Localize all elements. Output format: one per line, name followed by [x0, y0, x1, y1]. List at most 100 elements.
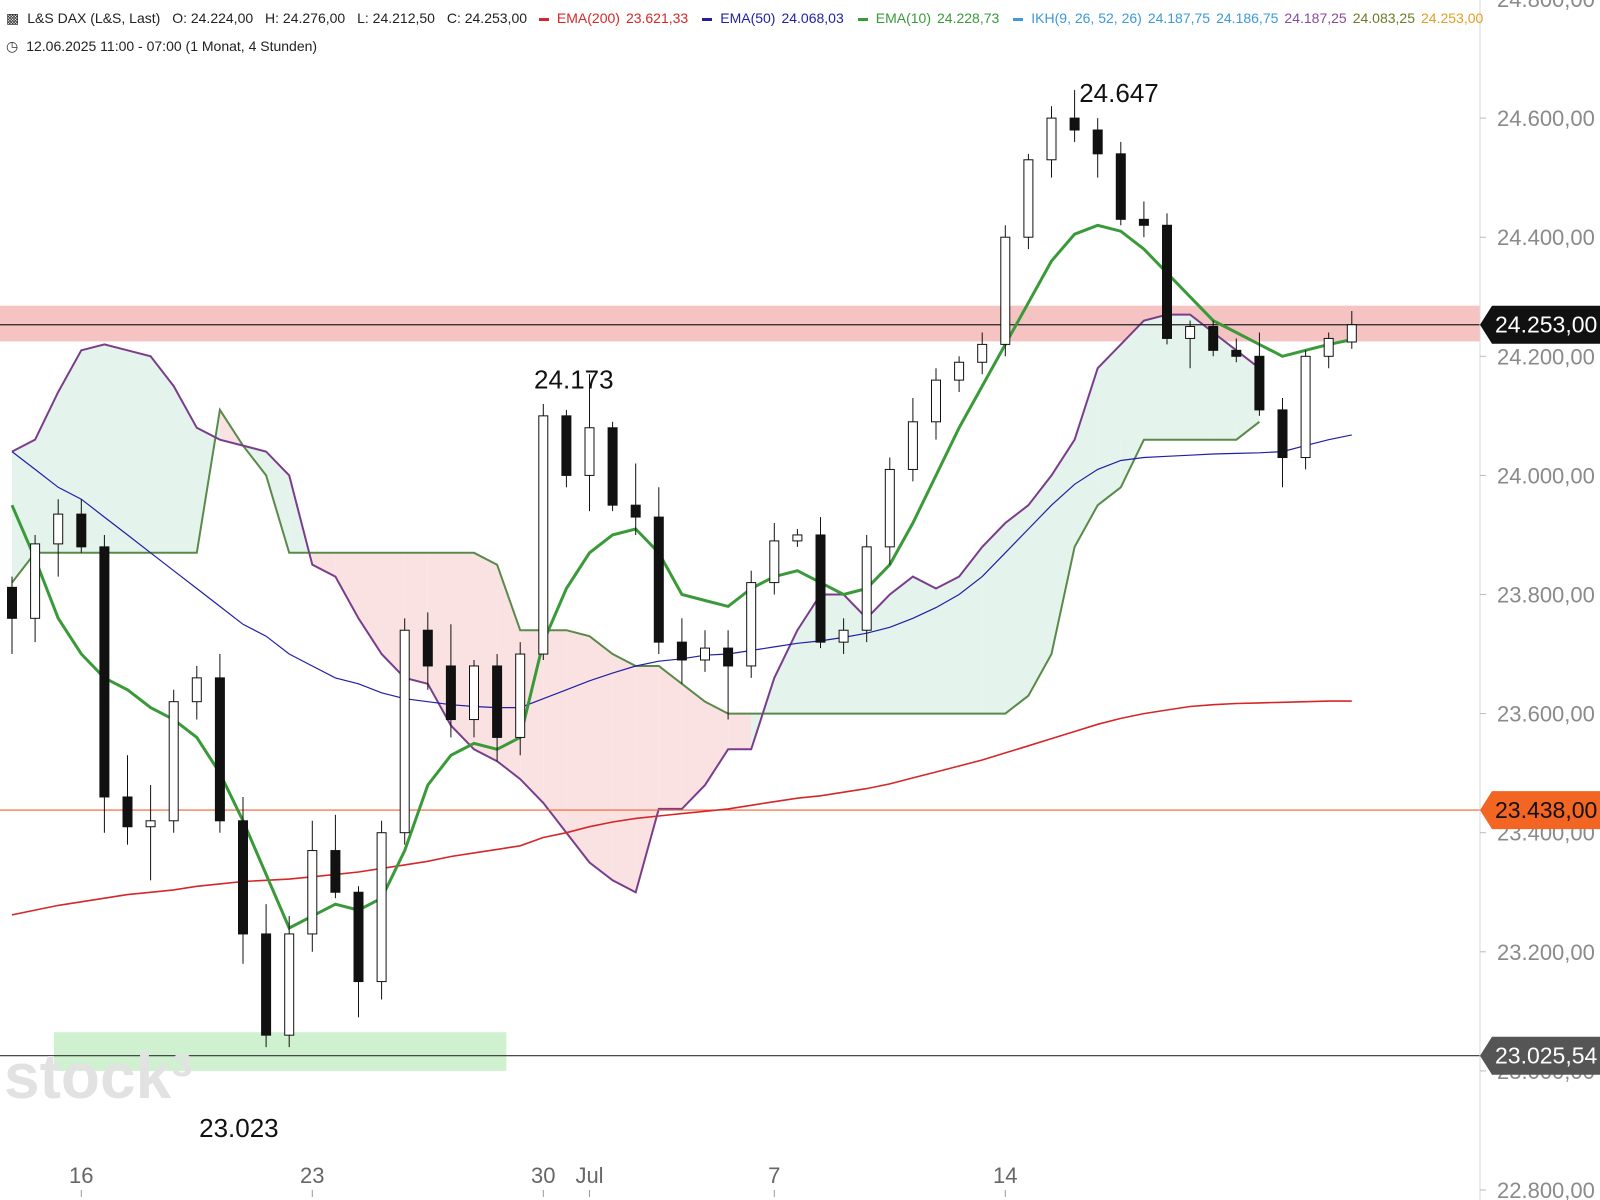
candle[interactable] — [792, 528, 803, 547]
candle[interactable] — [7, 576, 17, 655]
candle[interactable] — [907, 397, 918, 482]
candle[interactable] — [1300, 350, 1311, 470]
candle[interactable] — [607, 421, 618, 512]
x-tick-label: 7 — [768, 1163, 780, 1188]
candle[interactable] — [469, 660, 479, 738]
candle[interactable] — [746, 570, 757, 678]
candle[interactable] — [931, 368, 941, 440]
candle[interactable] — [53, 499, 64, 577]
candle[interactable] — [399, 618, 410, 845]
candle[interactable] — [99, 534, 110, 833]
candlestick-icon: ▩ — [6, 10, 20, 26]
candle[interactable] — [353, 886, 364, 1018]
y-tick-label: 24.200,00 — [1497, 344, 1595, 369]
candle[interactable] — [861, 534, 872, 643]
candle[interactable] — [584, 374, 595, 512]
candle[interactable] — [1069, 90, 1080, 142]
cloud-segment — [1051, 439, 1075, 655]
cloud-segment — [150, 356, 174, 553]
candle[interactable] — [1138, 201, 1149, 238]
y-tick-label: 22.800,00 — [1497, 1178, 1595, 1200]
cloud-segment — [566, 630, 590, 863]
price-badge-label: 24.253,00 — [1495, 312, 1597, 338]
candle-body — [1300, 355, 1311, 459]
ohlc-open: O: 24.224,00 — [172, 10, 254, 26]
cloud-segment — [427, 552, 451, 726]
candle[interactable] — [168, 689, 179, 833]
cloud-segment — [589, 636, 613, 881]
legend-item-3[interactable]: IKH(9, 26, 52, 26) 24.187,75 24.186,75 24.1… — [1013, 10, 1489, 26]
legend-swatch — [857, 17, 868, 21]
candle[interactable] — [515, 642, 526, 756]
candle[interactable] — [1185, 320, 1196, 369]
cloud-segment — [635, 665, 659, 893]
cloud-segment — [843, 594, 867, 714]
candle[interactable] — [445, 624, 456, 738]
candle[interactable] — [1346, 311, 1357, 349]
candle-body — [907, 421, 918, 470]
candle[interactable] — [1023, 153, 1034, 250]
candle[interactable] — [884, 457, 895, 565]
y-tick-label: 24.800,00 — [1497, 0, 1595, 12]
candle-body — [330, 850, 341, 893]
price-badge-label: 23.025,54 — [1495, 1043, 1598, 1069]
candle[interactable] — [191, 665, 202, 720]
candle[interactable] — [330, 814, 341, 899]
candle[interactable] — [561, 409, 572, 488]
candle[interactable] — [76, 499, 87, 553]
candle[interactable] — [954, 356, 965, 393]
legend-item-2[interactable]: EMA(10) 24.228,73 — [857, 10, 1006, 26]
candle[interactable] — [977, 332, 988, 375]
candle[interactable] — [261, 904, 272, 1048]
candle[interactable] — [723, 630, 734, 720]
candle[interactable] — [376, 820, 387, 1000]
candle-body — [769, 540, 780, 584]
legend-item-1[interactable]: EMA(50) 24.068,03 — [702, 10, 850, 26]
candle[interactable] — [145, 785, 156, 881]
candle[interactable] — [1162, 213, 1172, 345]
price-badge: 23.438,00 — [1480, 791, 1600, 830]
candle[interactable] — [838, 618, 849, 655]
candle[interactable] — [1115, 141, 1126, 226]
y-axis[interactable]: 22.800,0023.000,0023.200,0023.400,0023.6… — [1480, 0, 1595, 1200]
candle[interactable] — [700, 630, 710, 672]
cloud-segment — [58, 350, 82, 553]
candle[interactable] — [815, 517, 826, 649]
candle[interactable] — [538, 403, 549, 661]
candle[interactable] — [1323, 332, 1334, 369]
candles-layer[interactable] — [7, 90, 1357, 1048]
candle[interactable] — [1000, 225, 1011, 357]
x-axis[interactable]: 16 23 30 Jul 7 14 — [69, 1163, 1018, 1197]
candle[interactable] — [284, 916, 295, 1048]
candle-body — [30, 543, 41, 619]
legend-value: 24.228,73 — [937, 10, 1000, 26]
cloud-segment — [1074, 368, 1098, 547]
candle[interactable] — [1254, 332, 1265, 416]
candle[interactable] — [214, 654, 225, 833]
candle[interactable] — [1208, 320, 1219, 357]
y-tick-label: 24.000,00 — [1497, 463, 1595, 488]
candle[interactable] — [122, 755, 133, 845]
candle[interactable] — [238, 796, 248, 964]
candle[interactable] — [630, 463, 641, 535]
candle[interactable] — [1046, 106, 1057, 178]
zones-layer — [0, 305, 1480, 1071]
candle[interactable] — [1277, 397, 1288, 488]
legend-value: 24.083,25 — [1352, 10, 1415, 26]
clock-icon: ◷ — [6, 38, 19, 54]
candle[interactable] — [653, 487, 664, 655]
candle[interactable] — [30, 534, 41, 643]
candle[interactable] — [1231, 338, 1242, 363]
candle[interactable] — [676, 618, 687, 684]
horizontal-lines-layer — [0, 324, 1480, 1057]
candle[interactable] — [769, 523, 780, 595]
legend-item-0[interactable]: EMA(200) 23.621,33 — [538, 10, 694, 26]
candle-body — [122, 796, 133, 828]
candle[interactable] — [307, 820, 318, 952]
cloud-segment — [982, 523, 1006, 714]
candle-body — [1254, 355, 1265, 411]
candle[interactable] — [492, 654, 503, 762]
candle[interactable] — [1092, 118, 1103, 178]
candle[interactable] — [422, 612, 433, 690]
